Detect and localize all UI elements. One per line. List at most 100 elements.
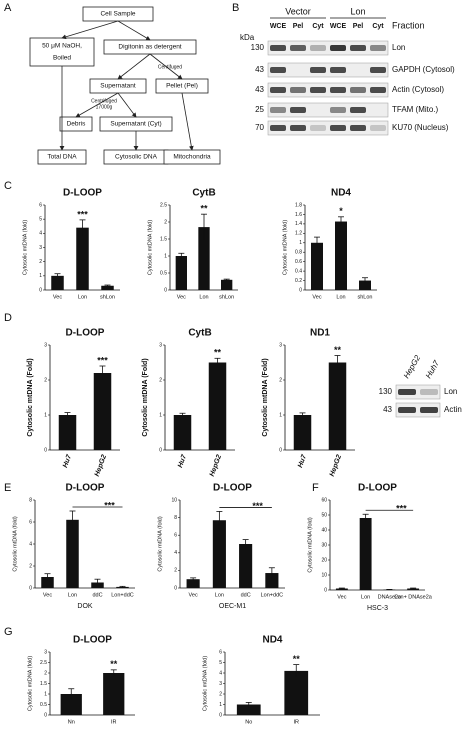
flow-node-label: Centrifuged [91, 98, 117, 104]
x-tick-label: Lon [215, 592, 224, 598]
bar [51, 275, 64, 290]
y-tick-label: 40 [321, 527, 327, 533]
y-tick-label: 0.4 [295, 268, 302, 274]
y-tick-label: 2.5 [160, 202, 167, 208]
y-axis-title: Cytosolic mtDNA (fold) [202, 656, 208, 711]
x-axis-title: HSC-3 [367, 605, 388, 612]
y-tick-label: 2 [164, 219, 167, 225]
x-tick-label: IR [294, 719, 300, 725]
bar [41, 577, 54, 588]
flow-arrow [61, 20, 119, 40]
significance-label: ** [293, 654, 301, 664]
blot-strip [267, 120, 389, 136]
flow-arrow [117, 92, 137, 118]
y-tick-label: 3 [44, 649, 47, 655]
y-tick-label: 2 [44, 377, 47, 383]
bar [359, 280, 371, 290]
y-tick-label: 8 [29, 497, 32, 503]
x-tick-label: Vec [189, 592, 198, 598]
y-tick-label: 6 [39, 202, 42, 208]
marker-label: 130 [379, 387, 393, 396]
band [310, 87, 326, 93]
y-tick-label: 2 [219, 691, 222, 697]
bar [103, 673, 125, 715]
chart-title: CytB [188, 328, 211, 339]
significance-label: ** [200, 204, 208, 214]
flow-arrow [117, 53, 151, 80]
chart-title: D-LOOP [66, 328, 105, 339]
y-tick-label: 0 [159, 447, 162, 453]
bar [212, 520, 226, 588]
y-tick-label: 6 [174, 533, 177, 539]
y-tick-label: 0 [44, 447, 47, 453]
blot-strip [395, 384, 441, 400]
y-tick-label: 2.5 [40, 660, 47, 666]
y-tick-label: 0.2 [295, 278, 302, 284]
band [330, 45, 346, 51]
y-tick-label: 0 [279, 447, 282, 453]
flow-node-label: Cell Sample [100, 11, 135, 18]
x-tick-label: Hu7 [297, 453, 308, 469]
band [330, 67, 346, 73]
lane-label: Pel [293, 23, 304, 30]
x-tick-label: Lon [199, 294, 208, 300]
flow-arrow [181, 92, 194, 151]
band-label: Lon [444, 387, 457, 396]
y-axis-title: Cytosolic mtDNA (fold) [282, 220, 288, 275]
y-tick-label: 2 [159, 377, 162, 383]
y-axis-title: Cytosolic mtDNA (fold) [27, 656, 33, 711]
y-tick-label: 0 [164, 287, 167, 293]
band [370, 67, 386, 73]
chart-title: ND4 [262, 635, 282, 646]
marker-label: 43 [383, 405, 392, 414]
y-axis-title: Cytosolic mtDNA (fold) [157, 516, 163, 571]
bar [328, 362, 347, 450]
y-tick-label: 5 [39, 216, 42, 222]
significance-label: *** [104, 500, 115, 510]
y-tick-label: 1 [44, 412, 47, 418]
fraction-label: Fraction [392, 20, 425, 30]
flow-node-label: Centifuged [158, 64, 182, 70]
band-label: Actin [444, 405, 462, 414]
x-tick-label: Vec [53, 294, 62, 300]
x-tick-label: Lon [78, 294, 87, 300]
x-axis-title: DOK [77, 603, 93, 610]
y-tick-label: 1.6 [295, 212, 302, 218]
bar [284, 670, 309, 715]
band [370, 125, 386, 131]
chart-title: D-LOOP [63, 188, 102, 199]
band [370, 87, 386, 93]
y-tick-label: 1.4 [295, 221, 302, 227]
band [420, 407, 438, 413]
band [310, 45, 326, 51]
x-tick-label: Lon [68, 592, 77, 598]
x-tick-label: Hu7 [177, 453, 188, 469]
y-tick-label: 1 [44, 691, 47, 697]
x-tick-label: Nn [68, 719, 75, 725]
y-tick-label: 10 [171, 497, 177, 503]
flow-node-label: Digitonin as detergent [118, 44, 181, 51]
band-label: Lon [392, 43, 405, 52]
y-tick-label: 4 [174, 550, 177, 556]
x-tick-label: Vec [43, 592, 52, 598]
x-tick-label: Vec [177, 294, 186, 300]
bar [236, 704, 261, 715]
x-tick-label: Lon+ DNAse2a [394, 594, 432, 600]
y-axis-title: Cytosolic mtDNA (Fold) [142, 358, 149, 436]
x-tick-label: Lon+ddC [111, 592, 134, 598]
band [398, 389, 416, 395]
flow-arrow [149, 53, 183, 80]
lane-label: Pel [353, 23, 364, 30]
y-tick-label: 1.5 [160, 236, 167, 242]
bar [265, 573, 279, 588]
panel-label: B [232, 2, 239, 14]
chart-title: D-LOOP [213, 483, 252, 494]
y-tick-label: 8 [174, 515, 177, 521]
flow-node-label: Total DNA [47, 154, 77, 161]
band [270, 107, 286, 113]
band [270, 125, 286, 131]
band [398, 407, 416, 413]
x-tick-label: Lon [336, 294, 345, 300]
y-tick-label: 0.6 [295, 259, 302, 265]
